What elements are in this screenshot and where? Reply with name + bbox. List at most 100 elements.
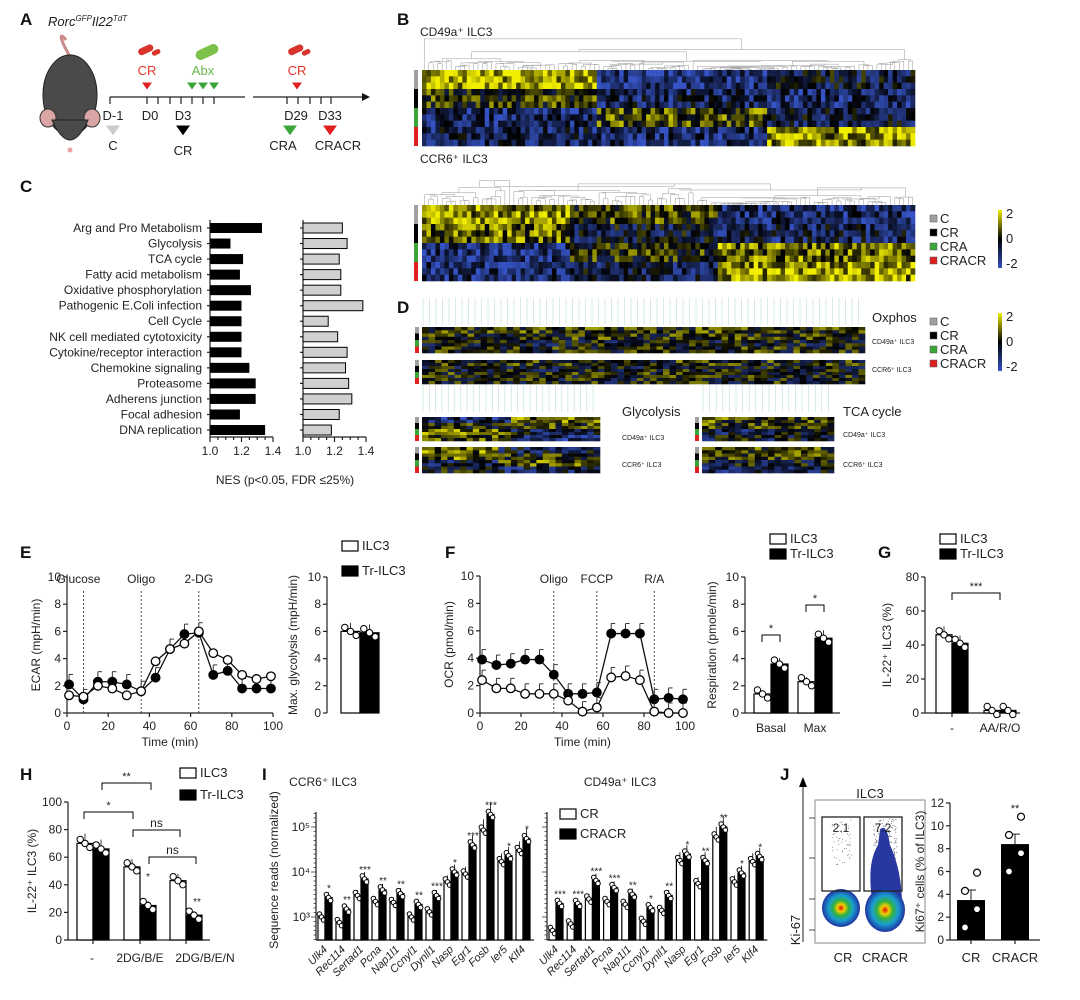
heatmap-cell — [741, 447, 749, 451]
heatmap-cell — [870, 255, 875, 263]
heatmap-cell — [530, 447, 537, 451]
heatmap-cell — [793, 236, 799, 244]
heatmap-cell — [439, 70, 445, 77]
heatmap-cell — [856, 211, 862, 218]
heatmap-cell — [776, 268, 781, 275]
heatmap-cell — [547, 133, 553, 140]
heatmap-cell — [650, 262, 656, 269]
heatmap-cell — [761, 450, 769, 454]
heatmap-cell — [754, 447, 762, 451]
heatmap-cell — [664, 205, 669, 212]
heatmap-cell — [754, 460, 762, 464]
heatmap-cell — [529, 217, 535, 225]
heatmap-cell — [897, 120, 902, 128]
heatmap-cell — [542, 426, 550, 430]
heatmap-cell — [569, 101, 575, 109]
heatmap-cell — [574, 139, 580, 147]
heatmap-cell — [547, 101, 553, 109]
heatmap-cell — [728, 363, 736, 367]
heatmap-cell — [776, 255, 781, 263]
heatmap-cell — [583, 230, 589, 237]
heatmap-cell — [439, 217, 445, 225]
heatmap-cell — [461, 340, 468, 344]
heatmap-cell — [883, 120, 889, 128]
heatmap-cell — [874, 205, 880, 212]
heatmap-cell — [462, 262, 468, 269]
legend-label: CRA — [940, 239, 968, 254]
heatmap-cell — [549, 450, 556, 454]
heatmap-cell — [721, 366, 729, 370]
heatmap-cell — [560, 120, 566, 128]
heatmap-cell — [702, 378, 709, 382]
heatmap-cell — [741, 420, 749, 424]
heatmap-cell — [663, 340, 670, 344]
heatmap-cell — [906, 101, 911, 109]
heatmap-cell — [439, 76, 445, 83]
heatmap-cell — [428, 336, 436, 341]
heatmap-cell — [441, 456, 448, 461]
heatmap-cell — [699, 274, 705, 282]
heatmap-cell — [538, 120, 544, 128]
heatmap-cell — [530, 469, 537, 474]
heatmap-cell — [888, 89, 893, 96]
abx-dose-marker — [187, 82, 197, 90]
heatmap-cell — [523, 420, 531, 424]
heatmap-cell — [793, 262, 799, 269]
heatmap-cell — [534, 205, 539, 212]
heatmap-cell — [534, 70, 539, 77]
heatmap-cell — [659, 262, 665, 269]
heatmap-cell — [659, 224, 665, 231]
heatmap-cell — [646, 139, 651, 147]
heatmap-cell — [489, 262, 495, 269]
heatmap-cell — [690, 211, 696, 218]
heatmap-cell — [584, 336, 592, 341]
heatmap-cell — [526, 333, 534, 338]
heatmap-cell — [422, 463, 429, 467]
heatmap-cell — [767, 378, 775, 382]
heatmap-cell — [802, 95, 808, 102]
heatmap-cell — [677, 274, 683, 282]
heatmap-cell — [668, 82, 674, 90]
heatmap-cell — [498, 243, 503, 250]
heatmap-cell — [484, 101, 490, 109]
heatmap-cell — [480, 360, 488, 364]
heatmap-cell — [655, 249, 660, 256]
heatmap-cell — [457, 89, 463, 96]
heatmap-cell — [847, 236, 853, 244]
heatmap-cell — [686, 70, 692, 77]
heatmap-cell — [552, 343, 560, 347]
heatmap-cell — [747, 372, 755, 376]
heatmap-cell — [699, 243, 705, 250]
heatmap-cell — [843, 211, 849, 218]
heatmap-cell — [587, 70, 593, 77]
heatmap-cell — [825, 249, 831, 256]
heatmap-cell — [601, 114, 607, 121]
strain-part: Il22 — [92, 14, 114, 29]
heatmap-cell — [578, 268, 584, 275]
heatmap-cell — [906, 70, 911, 77]
heatmap-cell — [708, 336, 716, 341]
group-strip — [415, 453, 419, 460]
heatmap-cell — [507, 217, 512, 225]
heatmap-cell — [628, 82, 633, 90]
heatmap-cell — [498, 224, 503, 231]
heatmap-cell — [460, 429, 467, 433]
heatmap-cell — [632, 274, 638, 282]
heatmap-cell — [825, 224, 831, 231]
heatmap-cell — [462, 76, 468, 83]
dendrogram-branch — [558, 195, 564, 205]
heatmap-cell — [776, 217, 781, 225]
heatmap-cell — [596, 268, 602, 275]
heatmap-cell — [807, 447, 815, 451]
heatmap-cell — [578, 274, 584, 282]
heatmap-cell — [827, 435, 835, 439]
heatmap-cell — [516, 249, 521, 256]
heatmap-cell — [695, 114, 701, 121]
heatmap-cell — [630, 381, 638, 385]
heatmap-cell — [874, 108, 880, 115]
heatmap-cell — [774, 453, 782, 458]
heatmap-cell — [551, 82, 557, 90]
heatmap-cell — [780, 82, 786, 90]
heatmap-cell — [462, 243, 468, 250]
heatmap-cell — [630, 343, 638, 347]
